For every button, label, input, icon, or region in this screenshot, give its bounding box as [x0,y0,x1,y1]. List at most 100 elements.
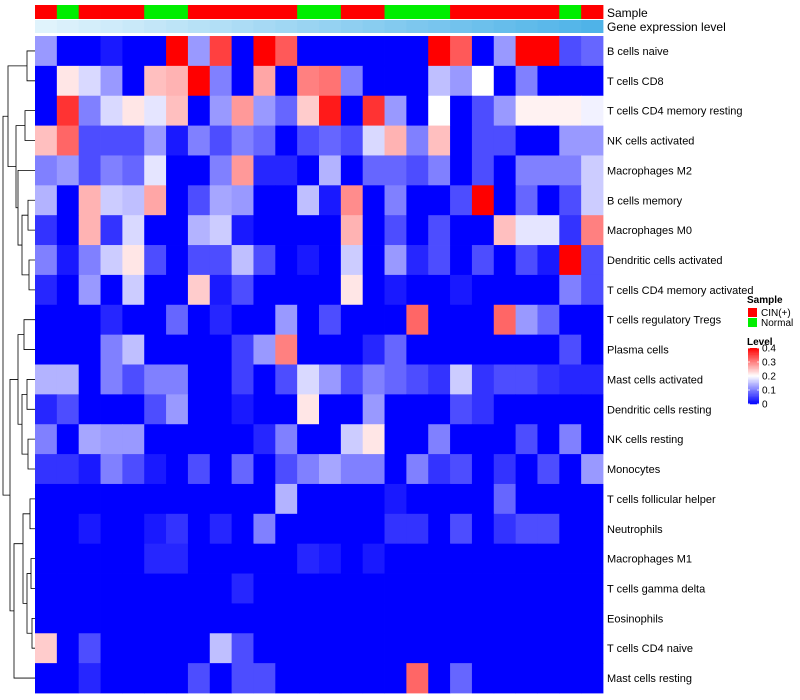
heatmap-cell [450,274,473,306]
heatmap-cell [231,454,254,485]
level-legend-tick-label: 0.2 [762,372,776,383]
heatmap-cell [515,95,538,126]
level-legend-gradient [748,381,759,384]
heatmap-cell [384,155,407,186]
heatmap-cell [253,334,276,365]
heatmap-cell [187,245,211,276]
heatmap-cell [78,215,101,246]
heatmap-cell [144,454,167,485]
heatmap-cell [78,394,101,425]
dendrogram-branch [31,617,35,649]
heatmap-cell [100,394,123,425]
row-label: T cells regulatory Tregs [607,315,722,327]
heatmap-cell [100,125,123,156]
heatmap-cell [100,334,123,365]
heatmap-cell [428,215,451,246]
expression-annotation-cell [122,20,145,33]
heatmap-cell [166,95,189,126]
heatmap-cell [362,513,385,545]
heatmap-cell [56,394,80,425]
heatmap-cell [253,573,276,604]
sample-annotation-cell [166,5,189,19]
expression-annotation-cell [450,20,473,33]
heatmap-cell [187,274,211,306]
level-legend-gradient [748,402,759,405]
heatmap-cell [493,424,517,455]
heatmap-cell [319,454,342,485]
heatmap-cell [144,424,167,455]
heatmap-cell [450,543,473,574]
heatmap-cell [428,125,451,156]
heatmap-cell [515,334,538,365]
heatmap-cell [297,513,320,545]
heatmap-cell [100,364,123,395]
heatmap-cell [362,95,385,126]
heatmap-cell [406,274,429,306]
heatmap-cell [35,573,58,604]
heatmap-cell [56,245,80,276]
heatmap-cell [100,36,123,67]
row-label: Macrophages M2 [607,165,692,177]
heatmap-cell [144,543,167,574]
heatmap-cell [406,573,429,604]
heatmap-cell [319,125,342,156]
heatmap-cell [471,215,495,246]
heatmap-cell [35,663,58,694]
level-legend-gradient [748,373,759,375]
heatmap-cell [35,513,58,545]
heatmap-cell [471,513,495,545]
level-legend-gradient [748,397,759,399]
heatmap-cell [231,125,254,156]
heatmap-cell [471,245,495,276]
heatmap-cell [581,36,604,67]
row-label: Monocytes [607,464,661,476]
dendrogram-branch [27,199,35,231]
heatmap-cell [559,573,582,604]
heatmap-cell [78,663,101,694]
heatmap-cell [319,424,342,455]
level-legend-gradient [748,356,759,359]
heatmap-cell [275,334,298,365]
heatmap-cell [275,245,298,276]
row-label: Plasma cells [607,345,669,357]
heatmap-cell [209,36,233,67]
heatmap-cell [122,274,145,306]
heatmap-cell [471,364,495,395]
heatmap-cell [166,36,189,67]
heatmap-cell [493,95,517,126]
heatmap-cell [428,454,451,485]
dendrogram-branch [17,169,35,246]
heatmap-cell [35,424,58,455]
heatmap-cell [493,185,517,216]
heatmap-cell [209,603,233,634]
heatmap-cell [100,65,123,97]
heatmap-cell [319,663,342,694]
sample-annotation-cell [450,5,473,19]
heatmap-cell [122,364,145,395]
heatmap-cell [340,424,364,455]
heatmap-cell [581,215,604,246]
row-label: Mast cells activated [607,374,703,386]
sample-annotation-cell [187,5,211,19]
heatmap-cell [384,245,407,276]
heatmap-cell [384,215,407,246]
sample-annotation-cell [100,5,123,19]
heatmap-cell [297,274,320,306]
expression-annotation-cell [100,20,123,33]
heatmap-cell [56,125,80,156]
heatmap-cell [253,185,276,216]
heatmap-cell [493,543,517,574]
heatmap-cell [78,65,101,97]
heatmap-cell [209,245,233,276]
heatmap-cell [144,334,167,365]
expression-annotation-cell [581,20,604,33]
heatmap-cell [406,65,429,97]
level-legend-gradient [748,357,759,360]
heatmap-cell [384,424,407,455]
heatmap-cell [187,543,211,574]
level-legend-gradient [748,366,759,368]
heatmap-cell [187,155,211,186]
heatmap-cell [56,543,80,574]
row-label: T cells CD4 memory activated [607,285,754,297]
sample-annotation-cell [384,5,407,19]
